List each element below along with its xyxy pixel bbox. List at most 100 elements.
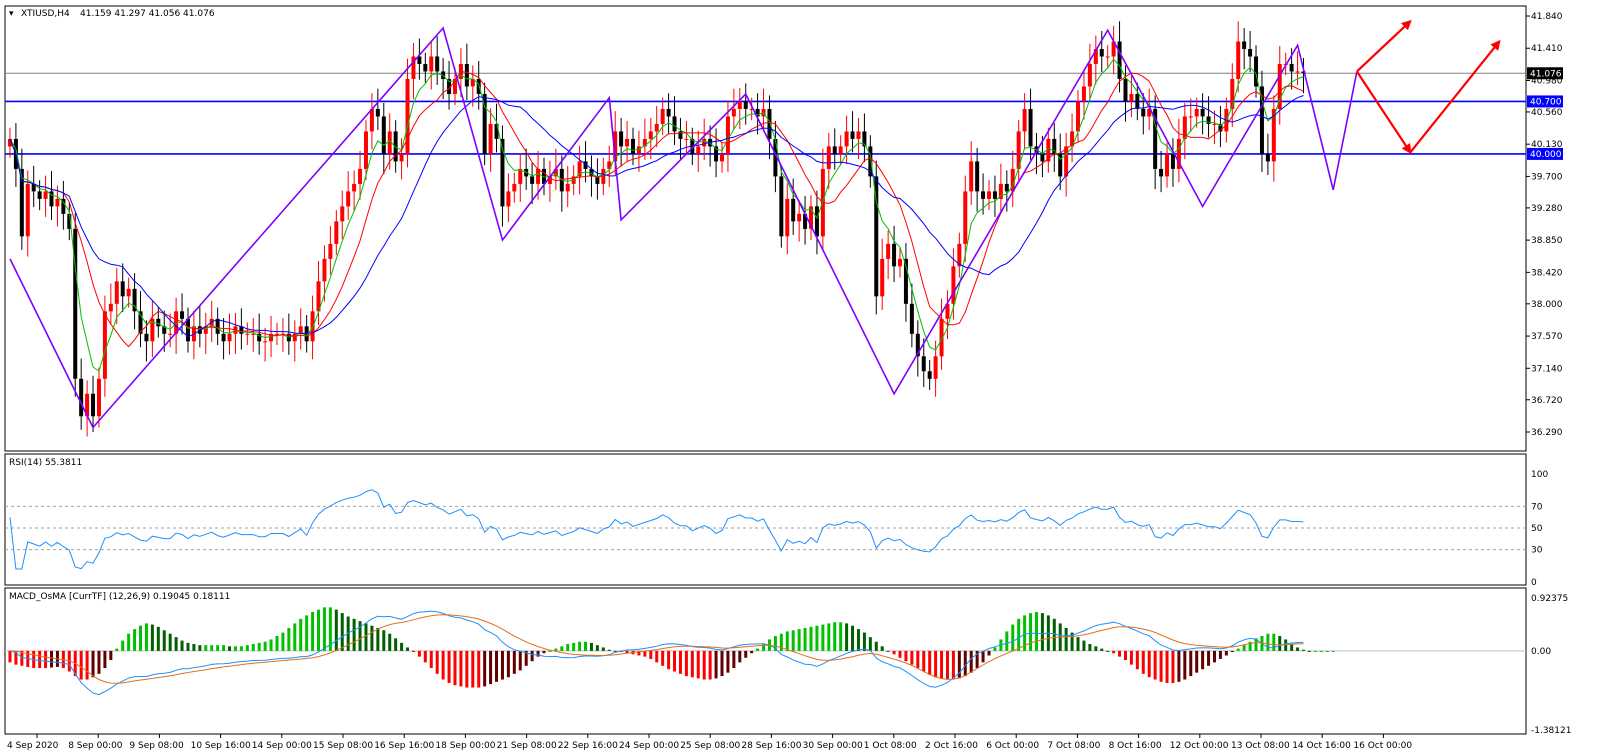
macd-histogram-bar xyxy=(1242,645,1246,651)
macd-histogram-bar xyxy=(1106,650,1110,652)
candle-body xyxy=(447,78,452,94)
candle-body xyxy=(257,333,262,342)
candle-body xyxy=(476,78,481,94)
price-tick-label: 37.140 xyxy=(1531,364,1563,374)
macd-histogram-bar xyxy=(121,640,125,651)
candle-body xyxy=(180,311,185,319)
macd-histogram-bar xyxy=(198,645,202,651)
macd-histogram-bar xyxy=(8,650,12,663)
macd-histogram-bar xyxy=(1183,650,1187,680)
candle-body xyxy=(334,221,339,244)
macd-histogram-bar xyxy=(38,650,42,669)
candle-body xyxy=(921,356,926,372)
candle-body xyxy=(702,138,707,147)
macd-histogram-bar xyxy=(702,650,706,680)
candle-body xyxy=(1070,131,1075,147)
macd-histogram-bar xyxy=(269,639,273,651)
price-tag-label: 41.076 xyxy=(1530,69,1562,79)
candle-body xyxy=(482,93,487,154)
macd-histogram-bar xyxy=(732,650,736,669)
macd-histogram-bar xyxy=(417,650,421,657)
candle-body xyxy=(613,131,618,162)
candle-body xyxy=(346,191,351,207)
candle-body xyxy=(452,78,457,94)
main-chart-symbol: XTIUSD,H4 xyxy=(21,9,70,19)
macd-histogram-bar xyxy=(512,650,516,674)
price-tag-label: 40.000 xyxy=(1530,150,1562,160)
main-panel-frame xyxy=(4,5,1527,452)
macd-histogram-bar xyxy=(103,650,107,669)
macd-histogram-bar xyxy=(637,650,641,656)
candle-body xyxy=(85,393,90,417)
price-tick-label: 41.840 xyxy=(1531,12,1563,22)
price-tick-label: 41.410 xyxy=(1531,44,1563,54)
forecast-arrow xyxy=(1355,70,1412,155)
macd-histogram-bar xyxy=(696,650,700,679)
macd-histogram-bar xyxy=(690,650,694,678)
candle-body xyxy=(868,146,873,177)
candle-body xyxy=(1135,93,1140,109)
macd-histogram-bar xyxy=(441,650,445,680)
macd-histogram-bar xyxy=(1147,650,1151,678)
candle-body xyxy=(1289,63,1294,72)
macd-histogram-bar xyxy=(1017,618,1021,651)
macd-histogram-bar xyxy=(548,650,552,652)
candle-body xyxy=(1254,56,1259,87)
price-tick-label: 39.280 xyxy=(1531,204,1563,214)
macd-histogram-bar xyxy=(945,650,949,680)
macd-histogram-bar xyxy=(566,644,570,651)
macd-histogram-bar xyxy=(714,650,718,679)
candle-body xyxy=(316,281,321,312)
macd-histogram-bar xyxy=(97,650,101,674)
candle-body xyxy=(1176,138,1181,169)
rsi-tick-label: 50 xyxy=(1531,524,1543,534)
rsi-plot xyxy=(5,489,1526,570)
candle-body xyxy=(672,116,677,132)
candle-body xyxy=(411,56,416,79)
candle-body xyxy=(838,146,843,154)
time-tick-label: 22 Sep 16:00 xyxy=(558,741,618,751)
candle-body xyxy=(1182,116,1187,139)
candle-body xyxy=(79,378,84,417)
candle-body xyxy=(1052,138,1057,154)
macd-histogram-bar xyxy=(1319,650,1323,652)
candle-body xyxy=(274,333,279,335)
macd-line xyxy=(9,610,1304,696)
macd-histogram-bar xyxy=(661,650,665,666)
macd-histogram-bar xyxy=(228,646,232,651)
time-tick-label: 16 Oct 00:00 xyxy=(1353,741,1412,751)
macd-histogram-bar xyxy=(150,624,154,651)
time-tick-label: 14 Sep 00:00 xyxy=(252,741,312,751)
macd-histogram-bar xyxy=(1052,618,1056,651)
candle-body xyxy=(1200,108,1205,117)
macd-histogram-bar xyxy=(1331,650,1335,652)
macd-histogram-bar xyxy=(500,650,504,680)
candle-body xyxy=(292,333,297,342)
candle-body xyxy=(601,168,606,184)
macd-histogram-bar xyxy=(1165,650,1169,683)
macd-histogram-bar xyxy=(940,650,944,679)
macd-histogram-bar xyxy=(204,645,208,651)
time-tick-label: 8 Sep 00:00 xyxy=(68,741,123,751)
candle-body xyxy=(1076,101,1081,132)
candle-body xyxy=(494,123,499,139)
macd-histogram-bar xyxy=(578,641,582,651)
macd-histogram-bar xyxy=(133,629,137,651)
macd-histogram-bar xyxy=(1296,647,1300,651)
candle-body xyxy=(221,333,226,342)
macd-histogram-bar xyxy=(109,650,113,661)
price-tick-label: 36.720 xyxy=(1531,396,1563,406)
candle-body xyxy=(174,311,179,334)
macd-histogram-bar xyxy=(376,627,380,651)
collapse-arrow-icon[interactable]: ▾ xyxy=(9,9,14,19)
macd-histogram-bar xyxy=(1325,650,1329,652)
macd-histogram-bar xyxy=(993,647,997,651)
macd-histogram-bar xyxy=(572,642,576,651)
candle-body xyxy=(648,131,653,139)
macd-histogram-bar xyxy=(346,616,350,651)
macd-histogram-bar xyxy=(144,623,148,651)
macd-histogram-bar xyxy=(328,607,332,651)
candle-body xyxy=(678,131,683,139)
candle-body xyxy=(144,333,149,342)
